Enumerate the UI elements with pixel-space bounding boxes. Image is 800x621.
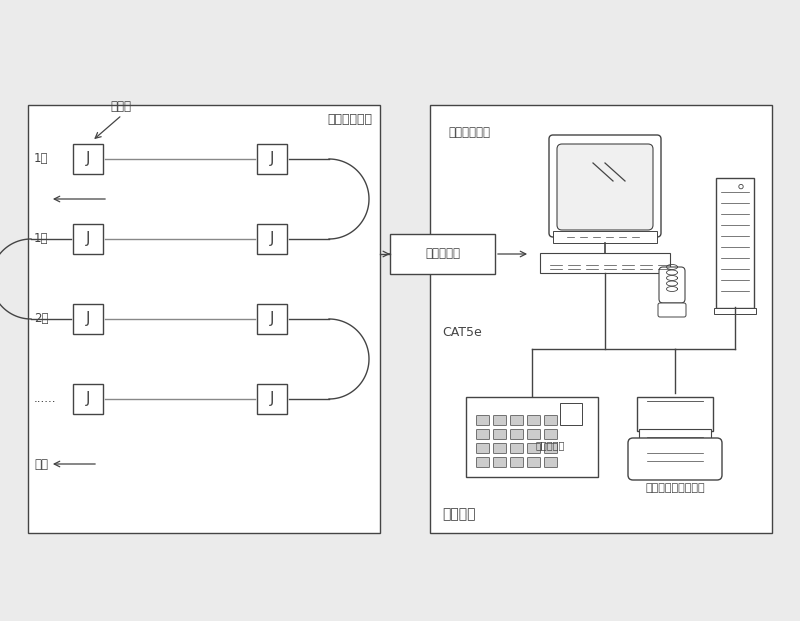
FancyBboxPatch shape bbox=[545, 430, 558, 440]
FancyBboxPatch shape bbox=[477, 415, 490, 425]
FancyBboxPatch shape bbox=[549, 135, 661, 237]
FancyBboxPatch shape bbox=[527, 430, 541, 440]
FancyBboxPatch shape bbox=[637, 397, 713, 431]
Text: J: J bbox=[86, 391, 90, 407]
Text: J: J bbox=[270, 232, 274, 247]
Text: 1层: 1层 bbox=[34, 232, 49, 245]
FancyBboxPatch shape bbox=[510, 443, 523, 453]
FancyBboxPatch shape bbox=[257, 304, 287, 334]
Text: J: J bbox=[86, 152, 90, 166]
FancyBboxPatch shape bbox=[510, 430, 523, 440]
Text: 大楼巡更路线: 大楼巡更路线 bbox=[327, 113, 372, 126]
Text: ......: ...... bbox=[34, 392, 57, 406]
Text: 顶层: 顶层 bbox=[34, 458, 48, 471]
FancyBboxPatch shape bbox=[494, 415, 506, 425]
FancyBboxPatch shape bbox=[527, 415, 541, 425]
FancyBboxPatch shape bbox=[658, 303, 686, 317]
FancyBboxPatch shape bbox=[430, 105, 772, 533]
Text: 监控中心电脑: 监控中心电脑 bbox=[448, 126, 490, 139]
FancyBboxPatch shape bbox=[477, 458, 490, 468]
FancyBboxPatch shape bbox=[390, 234, 495, 274]
FancyBboxPatch shape bbox=[73, 224, 103, 254]
Text: 巡更点: 巡更点 bbox=[110, 100, 131, 113]
Text: J: J bbox=[86, 312, 90, 327]
Text: 2层: 2层 bbox=[34, 312, 49, 325]
Text: 管理中心: 管理中心 bbox=[442, 507, 475, 521]
FancyBboxPatch shape bbox=[257, 384, 287, 414]
FancyBboxPatch shape bbox=[553, 231, 657, 243]
Text: J: J bbox=[270, 312, 274, 327]
Text: 1层: 1层 bbox=[34, 153, 49, 166]
FancyBboxPatch shape bbox=[466, 397, 598, 477]
FancyBboxPatch shape bbox=[494, 430, 506, 440]
FancyBboxPatch shape bbox=[716, 178, 754, 307]
FancyBboxPatch shape bbox=[527, 458, 541, 468]
FancyBboxPatch shape bbox=[659, 267, 685, 303]
Text: 手持巡更机: 手持巡更机 bbox=[425, 248, 460, 260]
FancyBboxPatch shape bbox=[494, 458, 506, 468]
Text: CAT5e: CAT5e bbox=[442, 326, 482, 339]
FancyBboxPatch shape bbox=[257, 144, 287, 174]
FancyBboxPatch shape bbox=[477, 443, 490, 453]
FancyBboxPatch shape bbox=[510, 415, 523, 425]
Text: J: J bbox=[270, 391, 274, 407]
FancyBboxPatch shape bbox=[257, 224, 287, 254]
Text: 数据通讯器: 数据通讯器 bbox=[536, 440, 566, 450]
FancyBboxPatch shape bbox=[73, 144, 103, 174]
FancyBboxPatch shape bbox=[714, 307, 756, 314]
FancyBboxPatch shape bbox=[73, 384, 103, 414]
FancyBboxPatch shape bbox=[545, 415, 558, 425]
FancyBboxPatch shape bbox=[540, 253, 670, 273]
FancyBboxPatch shape bbox=[545, 458, 558, 468]
FancyBboxPatch shape bbox=[628, 438, 722, 480]
Text: J: J bbox=[86, 232, 90, 247]
FancyBboxPatch shape bbox=[639, 429, 711, 445]
Text: 打印机（业主自备）: 打印机（业主自备） bbox=[645, 483, 705, 493]
FancyBboxPatch shape bbox=[557, 144, 653, 230]
FancyBboxPatch shape bbox=[527, 443, 541, 453]
FancyBboxPatch shape bbox=[545, 443, 558, 453]
FancyBboxPatch shape bbox=[560, 403, 582, 425]
FancyBboxPatch shape bbox=[494, 443, 506, 453]
FancyBboxPatch shape bbox=[510, 458, 523, 468]
FancyBboxPatch shape bbox=[73, 304, 103, 334]
Text: J: J bbox=[270, 152, 274, 166]
FancyBboxPatch shape bbox=[477, 430, 490, 440]
FancyBboxPatch shape bbox=[28, 105, 380, 533]
